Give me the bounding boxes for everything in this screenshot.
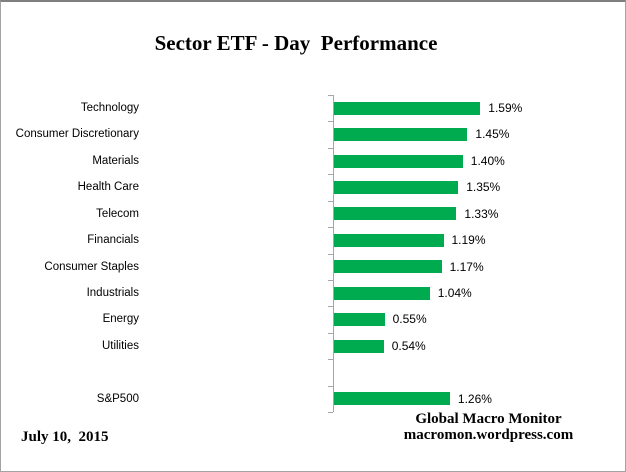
footer-date: July 10, 2015: [21, 429, 109, 445]
value-label: 1.04%: [437, 285, 472, 300]
category-label: Materials: [92, 154, 139, 167]
axis-tick: [328, 385, 333, 387]
brand-name: Global Macro Monitor: [415, 411, 562, 427]
axis-tick: [328, 147, 333, 149]
category-label: Health Care: [77, 181, 139, 194]
axis-tick: [328, 412, 333, 413]
bar: [334, 154, 463, 168]
axis-tick: [328, 332, 333, 334]
axis-tick: [328, 121, 333, 123]
axis-tick: [328, 174, 333, 176]
value-label: 1.19%: [451, 233, 486, 248]
category-label: Industrials: [86, 286, 139, 299]
bar: [334, 233, 444, 247]
bar: [334, 181, 459, 194]
chart-title: Sector ETF - Day Performance: [154, 31, 438, 55]
category-label: S&P500: [96, 392, 139, 405]
value-label: 0.54%: [391, 338, 426, 353]
bar: [334, 260, 442, 274]
category-label: Technology: [80, 102, 139, 114]
value-label: 1.26%: [457, 391, 492, 406]
y-axis-line: [333, 95, 334, 412]
value-label: 1.45%: [475, 127, 510, 142]
value-label: 1.35%: [466, 180, 501, 195]
bar: [334, 286, 430, 300]
value-label: 1.17%: [449, 259, 484, 274]
axis-tick: [328, 279, 333, 281]
value-label: 1.40%: [470, 153, 505, 168]
category-label: Consumer Staples: [44, 260, 139, 273]
bar: [334, 392, 450, 406]
bar: [334, 313, 385, 327]
category-label: Energy: [102, 313, 139, 326]
axis-tick: [328, 253, 333, 255]
category-label: Financials: [87, 234, 139, 247]
footer-brand: Global Macro Monitor macromon.wordpress.…: [376, 411, 601, 443]
axis-tick: [328, 227, 333, 229]
category-label: Utilities: [101, 339, 139, 352]
bar: [334, 101, 481, 115]
category-label: Telecom: [96, 207, 139, 220]
axis-tick: [328, 95, 333, 96]
axis-tick: [328, 306, 333, 308]
value-label: 1.33%: [464, 206, 499, 221]
axis-tick: [328, 200, 333, 202]
value-label: 1.59%: [488, 101, 523, 115]
axis-tick: [328, 359, 333, 361]
bar: [334, 207, 457, 221]
category-label: Consumer Discretionary: [15, 128, 139, 141]
bar: [334, 339, 384, 353]
brand-url: macromon.wordpress.com: [403, 426, 574, 443]
value-label: 0.55%: [392, 312, 427, 327]
bar: [334, 128, 468, 142]
